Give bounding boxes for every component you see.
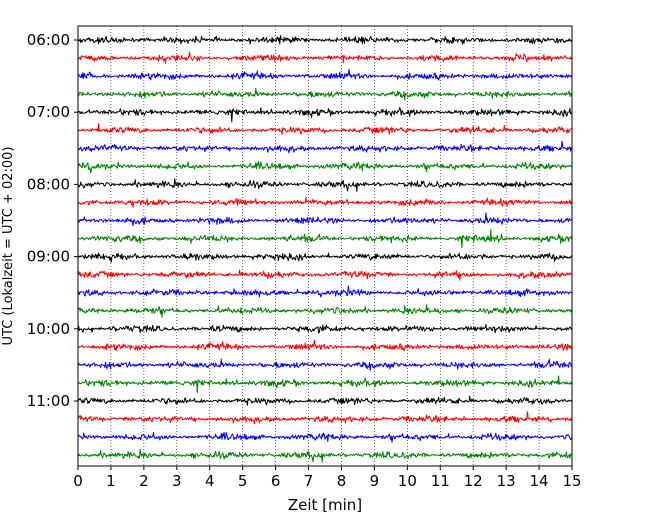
y-tick-label: 06:00: [27, 31, 70, 49]
x-tick-label: 9: [370, 472, 380, 490]
trace-0730: [77, 140, 573, 154]
vertical-gridlines: [110, 26, 540, 466]
trace-1030: [77, 358, 573, 372]
x-tick-label: 12: [464, 472, 483, 490]
trace-0815: [77, 196, 573, 208]
trace-0800: [77, 178, 573, 192]
x-axis-ticks: 0 1 2 3 4 5 6 7 8 9 10 11 12 13 14 15: [73, 466, 582, 490]
trace-0745: [77, 160, 573, 174]
trace-1045: [77, 375, 573, 394]
trace-1130: [77, 431, 573, 443]
trace-0845: [77, 229, 573, 249]
x-tick-label: 13: [497, 472, 516, 490]
y-tick-label: 08:00: [27, 175, 70, 193]
y-tick-label: 10:00: [27, 320, 70, 338]
x-tick-label: 10: [398, 472, 417, 490]
trace-1015: [77, 339, 573, 352]
x-tick-label: 3: [172, 472, 182, 490]
trace-0900: [77, 252, 573, 263]
x-tick-label: 6: [271, 472, 281, 490]
y-tick-label: 07:00: [27, 103, 70, 121]
trace-0615: [77, 51, 573, 64]
x-tick-label: 2: [139, 472, 149, 490]
trace-0830: [77, 212, 573, 227]
trace-1000: [77, 324, 573, 334]
trace-0930: [77, 285, 573, 298]
trace-1145: [77, 448, 573, 463]
x-tick-label: 15: [562, 472, 581, 490]
y-tick-label: 09:00: [27, 248, 70, 266]
x-tick-label: 5: [238, 472, 248, 490]
trace-1115: [77, 411, 573, 425]
x-tick-label: 1: [106, 472, 116, 490]
x-tick-label: 7: [304, 472, 314, 490]
trace-1100: [77, 395, 573, 406]
trace-0630: [77, 68, 573, 81]
trace-0715: [77, 123, 573, 136]
seismic-traces: [77, 35, 573, 463]
plot-frame: [77, 25, 573, 467]
y-axis-label: UTC (Lokalzeit = UTC + 02:00): [1, 147, 16, 346]
x-tick-label: 11: [431, 472, 450, 490]
y-axis-ticks: 06:00 07:00 08:00 09:00 10:00 11:00: [27, 31, 78, 410]
trace-0945: [77, 304, 573, 318]
trace-0600: [77, 35, 573, 45]
x-tick-label: 14: [530, 472, 549, 490]
trace-0645: [77, 87, 573, 101]
trace-0700: [77, 106, 573, 123]
y-tick-label: 11:00: [27, 392, 70, 410]
x-axis-label: Zeit [min]: [288, 496, 362, 514]
x-tick-label: 4: [205, 472, 215, 490]
x-tick-label: 8: [337, 472, 347, 490]
trace-0915: [77, 269, 573, 281]
x-tick-label: 0: [73, 472, 83, 490]
